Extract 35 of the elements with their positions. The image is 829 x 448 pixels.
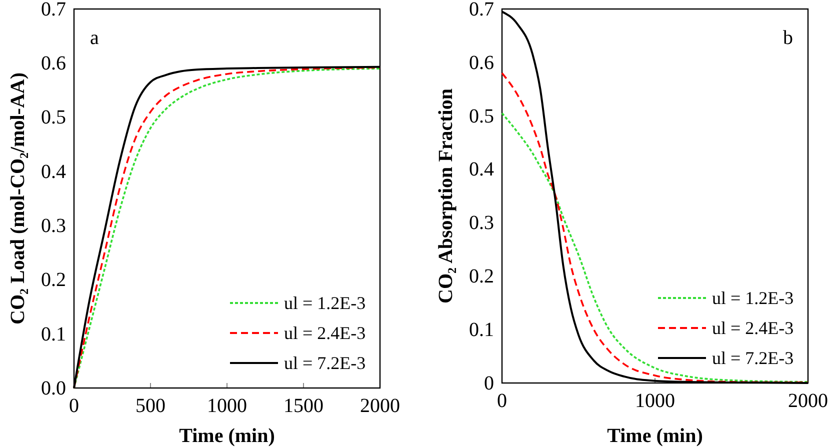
y-tick-label: 0.7 [41,0,66,20]
y-tick-label: 0.0 [41,377,66,400]
y-tick-label: 0.6 [469,52,494,74]
annotation: a [90,27,99,49]
x-axis-title: Time (min) [607,425,703,447]
y-axis-title: CO₂ Load (mol-CO₂/mol-AA) [7,72,29,324]
legend-label: ul = 7.2E-3 [712,348,794,368]
annotation: b [783,27,793,49]
x-axis-title: Time (min) [179,425,275,447]
y-tick-label: 0.6 [41,52,66,75]
legend-label: ul = 2.4E-3 [284,323,366,343]
x-tick-label: 1000 [635,390,675,412]
y-tick-label: 0.2 [469,266,494,288]
x-tick-label: 1000 [207,395,247,418]
y-tick-label: 0.3 [469,212,494,234]
legend-label: ul = 7.2E-3 [284,353,366,373]
y-tick-label: 0.1 [41,323,66,346]
y-tick-label: 0.4 [469,158,494,181]
legend-label: ul = 1.2E-3 [712,288,794,308]
y-axis-title: CO₂ Absorption Fraction [435,88,457,304]
y-tick-label: 0.2 [41,269,66,292]
line-series [501,10,809,384]
x-tick-label: 1500 [284,395,324,418]
y-tick-label: 0.3 [41,214,66,237]
x-tick-label: 500 [136,395,166,418]
y-tick-label: 0.7 [469,0,494,20]
y-tick-label: 0 [484,372,494,394]
y-tick-label: 0.5 [41,106,66,129]
x-tick-label: 2000 [788,390,828,412]
y-tick-label: 0.1 [469,318,494,341]
legend-label: ul = 1.2E-3 [284,293,366,313]
x-tick-label: 2000 [360,395,400,418]
y-tick-label: 0.5 [469,105,494,128]
y-tick-label: 0.4 [41,160,66,183]
legend-label: ul = 2.4E-3 [712,318,794,338]
